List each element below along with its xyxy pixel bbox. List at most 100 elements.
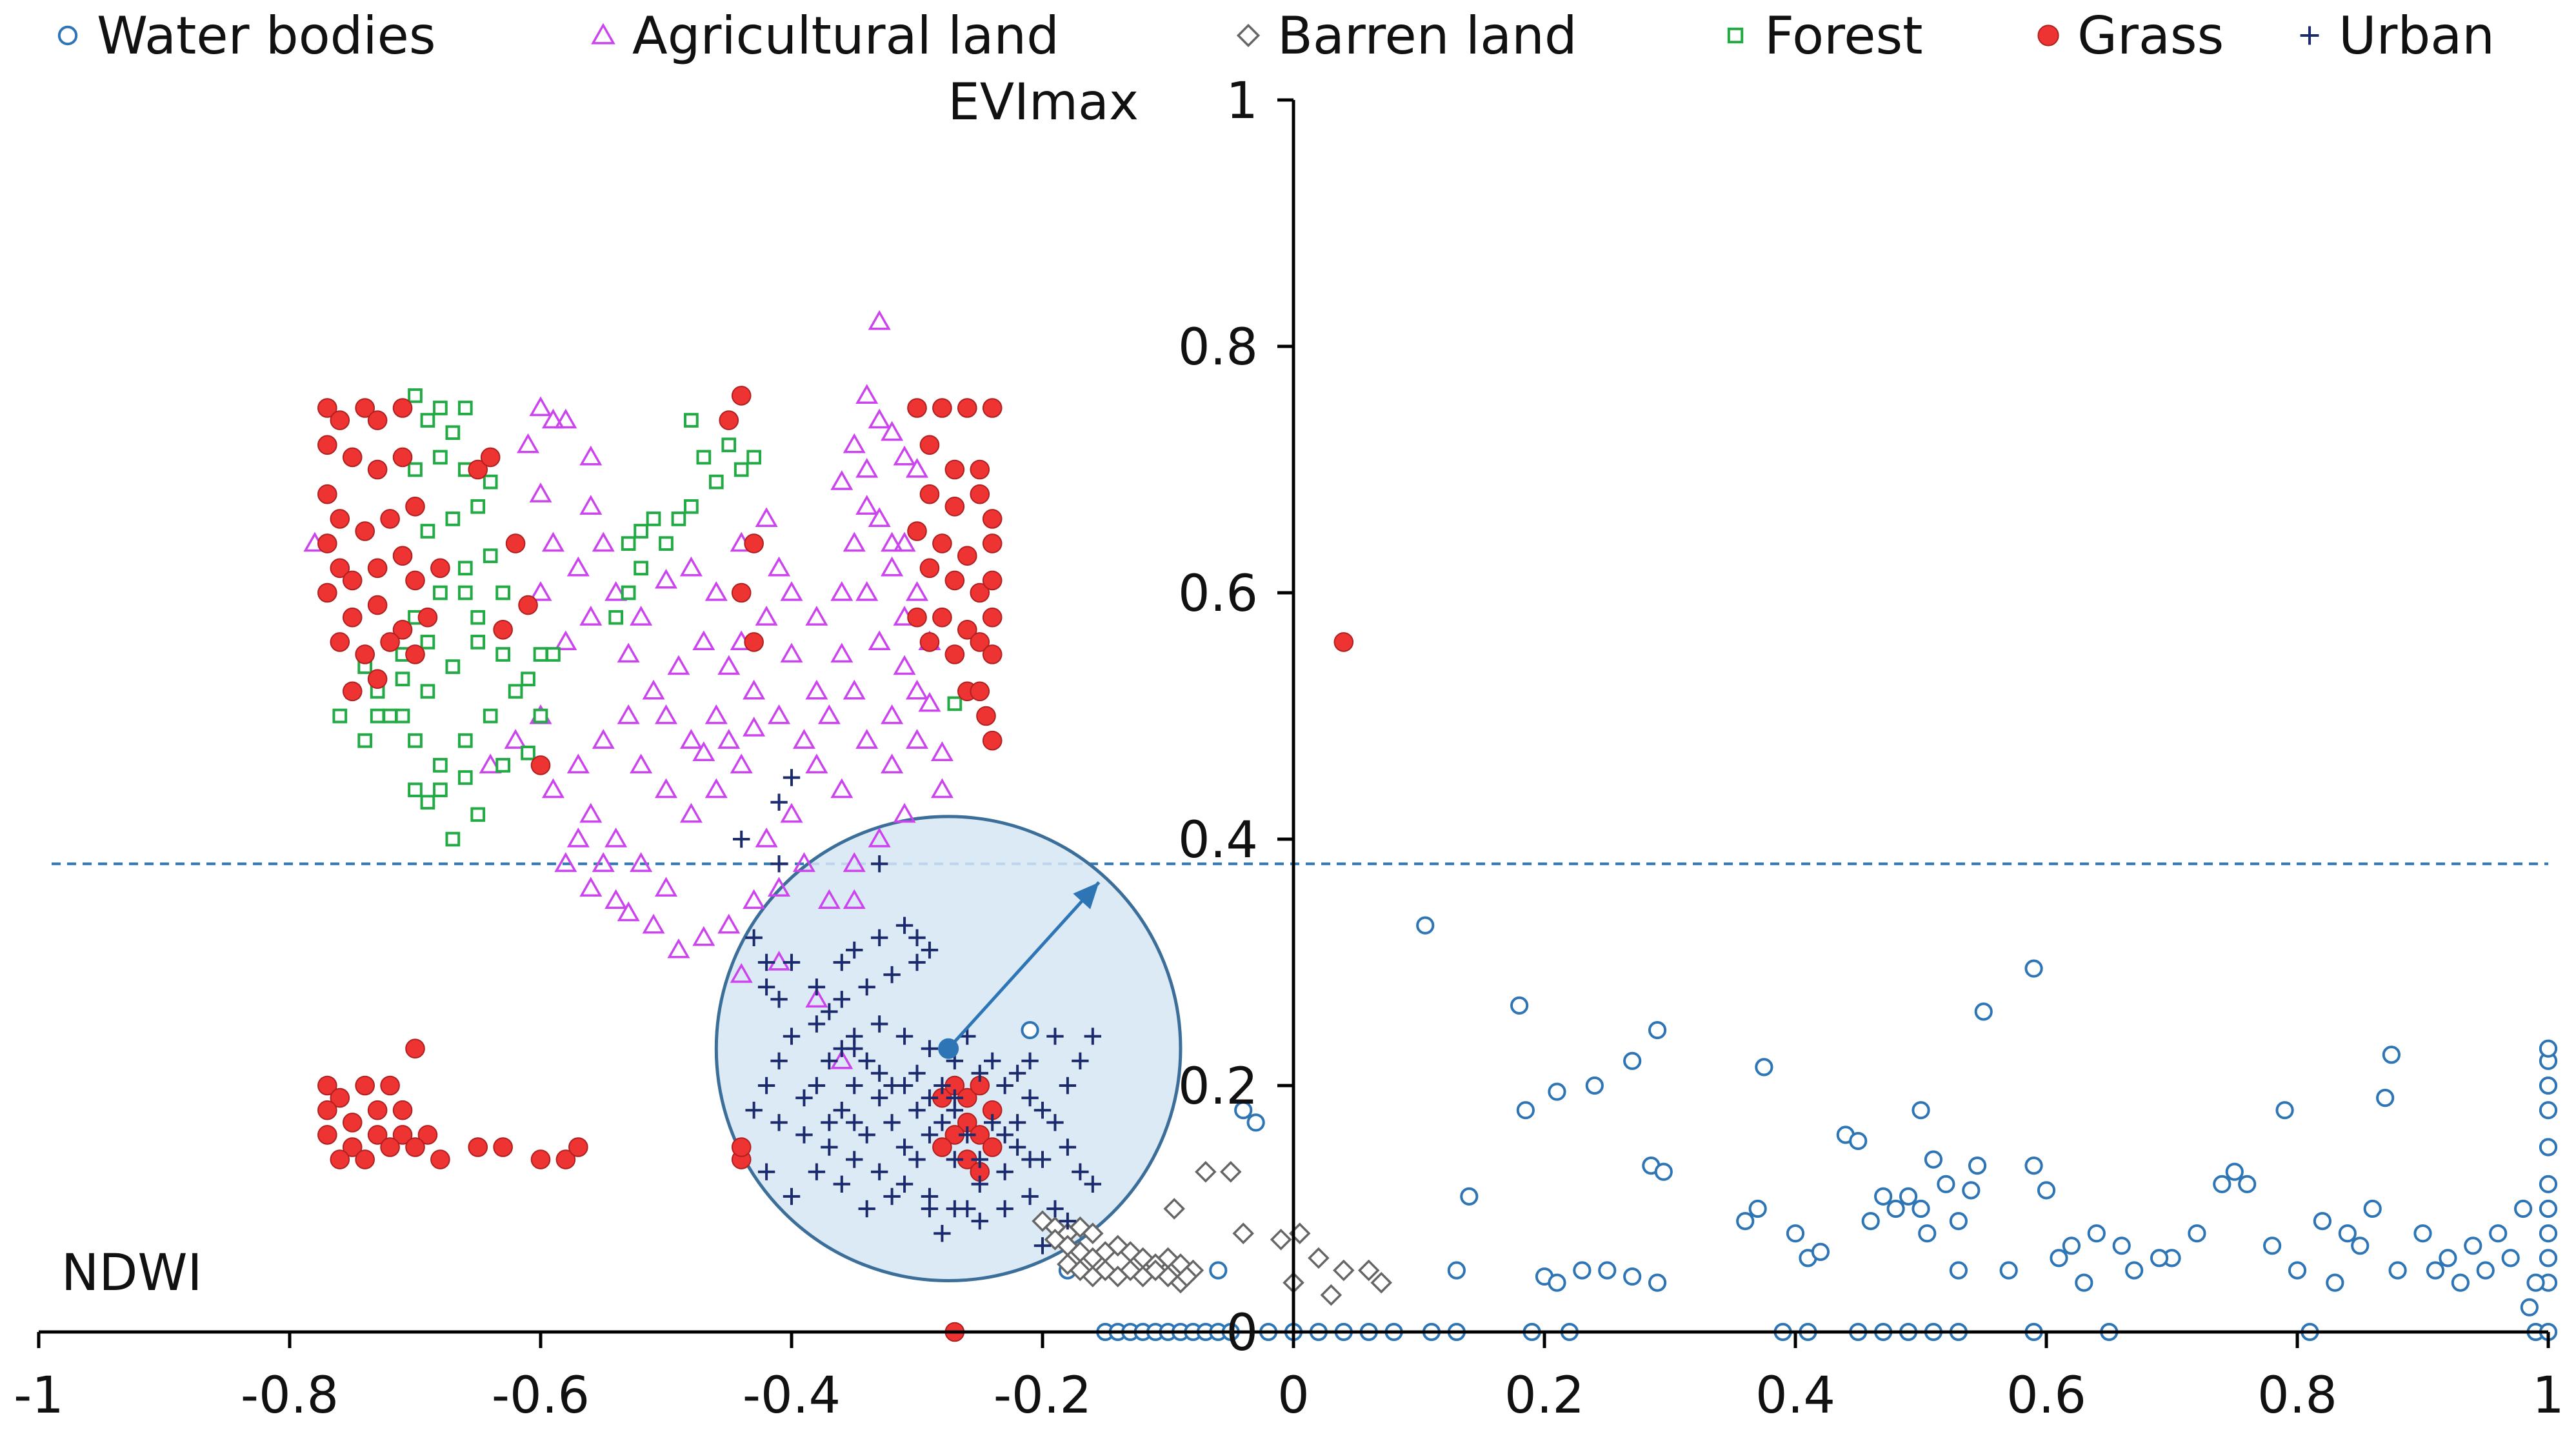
data-point (1786, 1224, 1805, 1243)
x-tick-label: -0.8 (241, 1367, 339, 1425)
data-point (970, 582, 990, 603)
data-point (592, 531, 615, 552)
data-point (755, 507, 778, 528)
legend: Water bodies Agricultural land Barren land… (57, 6, 2495, 66)
data-point (355, 398, 375, 418)
data-point (1886, 1199, 1905, 1218)
data-point (1949, 1261, 1968, 1280)
data-point (870, 1064, 888, 1082)
data-point (855, 581, 879, 601)
data-point (846, 1151, 863, 1168)
data-point (1811, 1242, 1830, 1261)
data-point (947, 696, 963, 711)
data-point (380, 632, 400, 652)
points-layer (303, 310, 2558, 1342)
data-point (855, 384, 879, 404)
data-point (604, 581, 628, 601)
data-point (630, 753, 653, 774)
data-point (843, 679, 866, 700)
data-point (970, 681, 990, 702)
data-point (642, 913, 665, 934)
data-point (717, 729, 741, 749)
data-point (982, 570, 1003, 591)
data-point (1548, 1082, 1566, 1101)
data-point (679, 729, 703, 749)
data-point (2382, 1046, 2401, 1064)
data-point (395, 671, 410, 687)
data-point (445, 425, 461, 441)
data-point (883, 966, 901, 984)
data-point (433, 782, 448, 797)
data-point (692, 926, 715, 946)
data-point (830, 581, 854, 601)
data-point (634, 524, 648, 539)
data-point (667, 655, 690, 675)
data-point (982, 509, 1003, 529)
data-point (855, 495, 879, 515)
data-point (380, 1075, 400, 1096)
data-point (805, 753, 828, 774)
data-point (457, 561, 473, 576)
data-point (405, 1038, 425, 1058)
data-point (855, 729, 879, 749)
data-point (721, 437, 737, 453)
data-point (430, 558, 450, 579)
data-point (1357, 1259, 1380, 1282)
data-point (696, 450, 712, 465)
data-point (971, 1175, 988, 1193)
data-point (566, 556, 590, 577)
data-point (692, 630, 715, 651)
data-point (392, 546, 413, 566)
data-point (2050, 1249, 2068, 1267)
data-point (868, 408, 891, 429)
data-point (380, 1137, 400, 1157)
data-point (719, 410, 739, 430)
data-point (654, 778, 678, 799)
data-point (518, 595, 538, 615)
data-point (2539, 1039, 2558, 1058)
data-point (679, 802, 703, 823)
data-point (770, 793, 788, 811)
data-point (746, 450, 762, 465)
data-point (579, 606, 603, 626)
data-point (843, 433, 866, 453)
data-point (533, 708, 548, 724)
data-point (792, 729, 815, 749)
data-point (908, 1064, 926, 1082)
data-point (2464, 1236, 2482, 1255)
data-point (996, 1126, 1013, 1144)
data-point (893, 445, 916, 466)
data-point (808, 1163, 826, 1180)
data-point (445, 511, 461, 526)
data-point (821, 1114, 838, 1131)
data-point (521, 745, 535, 760)
data-point (833, 953, 850, 971)
data-point (355, 644, 375, 664)
data-point (757, 978, 775, 996)
data-point (2489, 1224, 2508, 1243)
data-point (780, 581, 803, 601)
radius-arrow-head (1073, 882, 1099, 909)
data-point (357, 733, 373, 748)
data-point (367, 1125, 388, 1145)
data-point (367, 459, 388, 480)
data-point (1447, 1261, 1466, 1280)
data-point (817, 704, 841, 724)
data-point (971, 1212, 988, 1230)
data-point (2188, 1224, 2206, 1243)
data-point (743, 889, 766, 909)
data-point (870, 929, 888, 946)
data-point (2539, 1199, 2558, 1218)
data-point (982, 730, 1003, 751)
data-point (493, 620, 513, 640)
data-point (355, 1075, 375, 1096)
data-point (982, 607, 1003, 628)
data-point (2125, 1261, 2144, 1280)
data-point (530, 1149, 551, 1169)
data-point (858, 978, 875, 996)
legend-marker (2300, 26, 2319, 45)
legend-marker (57, 25, 78, 46)
data-point (1072, 1163, 1089, 1180)
data-point (1974, 1002, 1993, 1021)
